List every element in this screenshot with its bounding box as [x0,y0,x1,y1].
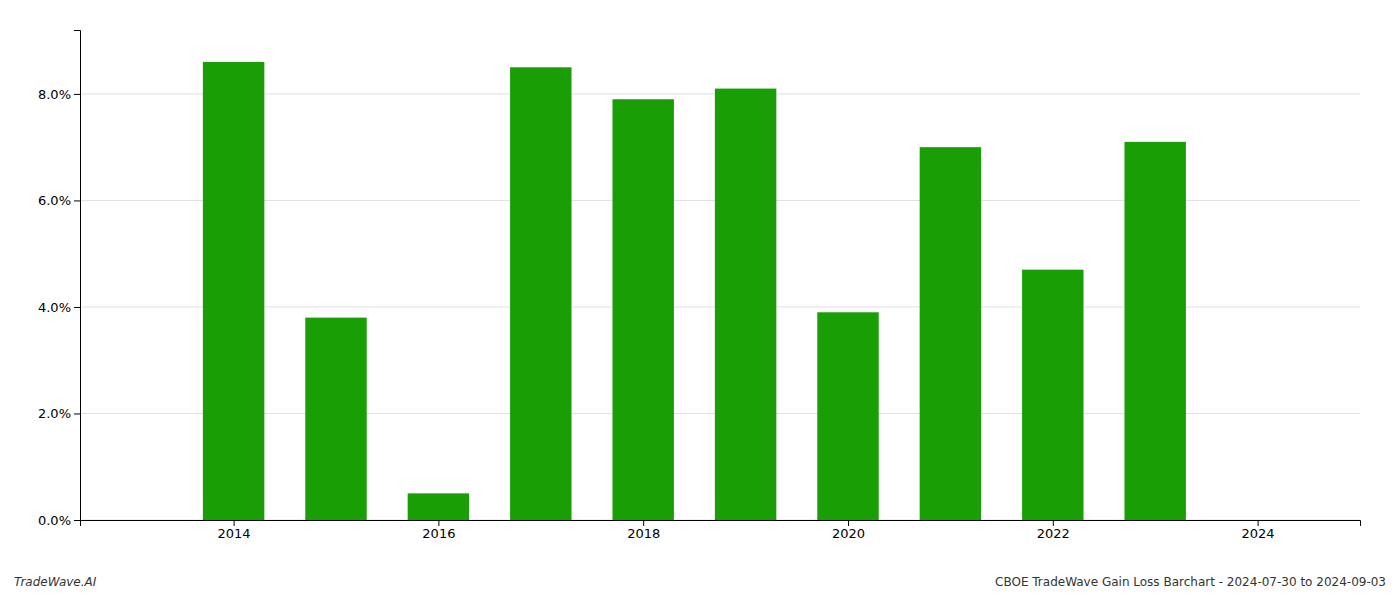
bar [510,67,571,520]
bar [817,312,878,520]
y-tick-mark [74,94,80,95]
y-axis-line [74,31,81,521]
y-tick: 2.0% [38,406,80,421]
bar [1124,142,1185,520]
bar [203,62,264,520]
annotation: CBOE TradeWave Gain Loss Barchart - 2024… [995,575,1386,589]
x-tick-mark [234,520,235,526]
y-tick: 4.0% [38,300,80,315]
y-axis: 0.0% 2.0% 4.0% 6.0% 8.0% [38,31,81,528]
x-tick: 2020 [832,520,865,541]
y-tick: 8.0% [38,87,80,102]
plot: 2014 2016 2018 2020 2022 2024 0.0% 2.0% 4.0% 6.0%… [38,31,1361,542]
y-tick-label: 2.0% [38,406,71,421]
y-tick-mark [74,200,80,201]
y-tick: 0.0% [38,513,80,528]
bar [612,99,673,520]
y-tick-label: 8.0% [38,87,71,102]
y-tick-label: 0.0% [38,513,71,528]
x-tick-mark [1258,520,1259,526]
y-tick-label: 4.0% [38,300,71,315]
x-tick-mark [643,520,644,526]
bar [1022,270,1083,520]
x-axis: 2014 2016 2018 2020 2022 2024 [81,520,1361,541]
bar [920,147,981,520]
x-tick: 2024 [1242,520,1275,541]
x-tick: 2022 [1037,520,1070,541]
y-tick-mark [74,307,80,308]
x-axis-line [81,521,1361,527]
y-tick-mark [74,413,80,414]
x-tick-label: 2020 [832,526,865,541]
x-tick-label: 2014 [218,526,251,541]
x-tick-mark [848,520,849,526]
bars [203,62,1186,520]
bar [715,89,776,520]
y-tick-label: 6.0% [38,193,71,208]
x-tick-mark [1053,520,1054,526]
y-tick: 6.0% [38,193,80,208]
x-tick-label: 2016 [422,526,455,541]
chart: 2014 2016 2018 2020 2022 2024 0.0% 2.0% 4.0% 6.0%… [0,0,1400,600]
x-tick: 2016 [422,520,455,541]
bar [408,493,469,520]
x-tick: 2014 [218,520,251,541]
x-tick-label: 2024 [1242,526,1275,541]
y-tick-mark [74,520,80,521]
x-tick: 2018 [627,520,660,541]
x-tick-mark [438,520,439,526]
annotation: TradeWave.AI [14,575,97,589]
bar [305,318,366,520]
x-tick-label: 2018 [627,526,660,541]
x-tick-label: 2022 [1037,526,1070,541]
